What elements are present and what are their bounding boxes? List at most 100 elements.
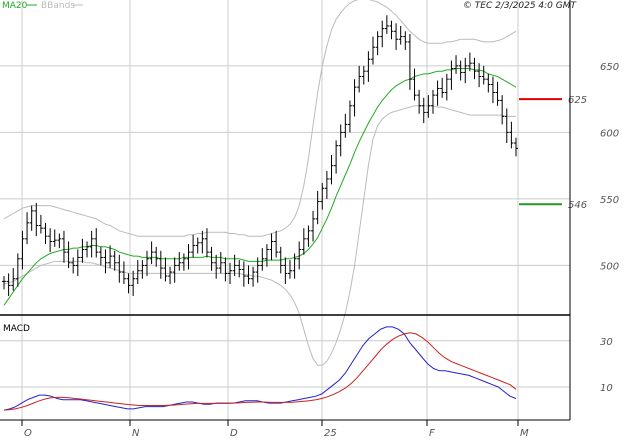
ohlc-bar: [430, 89, 435, 114]
price-levels: 625 546: [519, 95, 587, 211]
ohlc-bar: [449, 60, 454, 90]
ohlc-bar: [158, 250, 163, 279]
ohlc-bar: [375, 31, 380, 56]
ohlc-bar: [2, 276, 6, 290]
ohlc-bar: [168, 266, 173, 285]
ohlc-bar: [108, 245, 113, 269]
macd-tick-label: 30: [600, 337, 613, 348]
bbands-lower-line: [3, 105, 516, 366]
ohlc-bar: [209, 246, 214, 271]
ohlc-bar: [251, 266, 256, 287]
ohlc-bar: [458, 60, 463, 81]
ohlc-bar: [52, 229, 57, 247]
ohlc-bar: [154, 246, 159, 267]
ohlc-bar: [112, 250, 117, 271]
ohlc-bar: [394, 23, 399, 50]
price-tick-label: 650: [600, 62, 619, 73]
ohlc-bar: [57, 233, 62, 249]
ohlc-bar: [195, 237, 200, 254]
ohlc-bar: [66, 241, 71, 269]
ohlc-bar: [366, 51, 371, 82]
ohlc-bar: [371, 36, 376, 65]
ohlc-bar: [417, 89, 422, 114]
ohlc-bar: [29, 205, 34, 231]
macd-y-axis: 30 10: [600, 337, 613, 394]
x-tick-label: F: [429, 428, 435, 439]
ohlc-bar: [444, 73, 449, 101]
ohlc-bar: [34, 202, 39, 237]
ohlc-bar: [117, 254, 122, 283]
ohlc-bar: [486, 73, 491, 93]
ohlc-bar: [121, 261, 126, 285]
macd-signal-line: [3, 332, 517, 411]
ohlc-bar: [191, 234, 196, 258]
ohlc-bar: [85, 241, 90, 258]
ohlc-bar: [509, 121, 514, 149]
ohlc-bar: [89, 230, 94, 258]
ohlc-bar: [347, 100, 352, 133]
ohlc-bar: [237, 260, 242, 278]
ohlc-bar: [140, 260, 145, 279]
ohlc-bar: [324, 170, 329, 199]
ohlc-bar: [25, 212, 30, 245]
ohlc-bar: [103, 249, 108, 274]
ohlc-bar: [403, 31, 408, 50]
price-gridlines: [0, 0, 570, 420]
ohlc-bar: [11, 268, 16, 291]
ohlc-bar: [98, 246, 103, 266]
price-y-axis: 650 600 550 500: [600, 62, 619, 273]
ohlc-bar: [306, 225, 311, 247]
ohlc-bar: [352, 79, 357, 117]
ohlc-bar: [172, 257, 177, 283]
ohlc-bar: [177, 252, 182, 271]
ohlc-bar: [334, 140, 339, 174]
level-label: 546: [568, 200, 587, 211]
ohlc-bar: [454, 55, 459, 74]
ohlc-bar: [357, 65, 362, 93]
ohlc-bar: [283, 257, 288, 285]
ohlc-bar: [223, 257, 228, 282]
ohlc-bar: [6, 273, 11, 297]
ohlc-bar: [204, 228, 209, 258]
ohlc-bar: [163, 257, 168, 282]
ohlc-bar: [149, 241, 154, 265]
macd-tick-label: 10: [600, 383, 613, 394]
ohlc-bar: [255, 257, 260, 283]
price-tick-label: 500: [600, 261, 619, 272]
ohlc-bar: [38, 214, 43, 234]
ohlc-bar: [126, 273, 131, 294]
ohlc-bar: [260, 248, 265, 271]
ohlc-bar: [490, 76, 495, 104]
x-tick-label: N: [132, 428, 140, 439]
x-tick-label: O: [24, 428, 32, 439]
ohlc-bar: [80, 238, 85, 263]
macd-panel-label: MACD: [3, 324, 30, 334]
ohlc-bar: [435, 80, 440, 106]
ohlc-bar: [232, 254, 237, 277]
ohlc-bar: [407, 33, 412, 90]
ohlc-bar: [514, 137, 518, 157]
ohlc-bar: [48, 228, 53, 253]
ohlc-bar: [329, 155, 334, 185]
ohlc-bar: [131, 270, 136, 297]
ohlc-bar: [477, 63, 482, 88]
ohlc-bar: [495, 81, 500, 106]
ohlc-bar: [320, 182, 325, 210]
ohlc-bar: [278, 246, 283, 274]
ohlc-bar: [181, 253, 186, 271]
ohlc-bar: [61, 230, 66, 263]
x-tick-label: M: [520, 428, 529, 439]
ohlc-bar: [440, 77, 445, 98]
time-x-axis: O N D 25 F M: [21, 420, 529, 439]
ohlc-bar: [241, 261, 246, 287]
macd-line: [3, 326, 517, 411]
ohlc-bar: [472, 57, 477, 80]
level-label: 625: [568, 95, 587, 106]
ohlc-bar: [228, 262, 233, 285]
ohlc-bars: [2, 15, 518, 297]
ohlc-bar: [412, 68, 417, 101]
ohlc-bar: [311, 210, 316, 242]
legend-ma20-label: MA20: [2, 1, 28, 11]
ohlc-bar: [421, 97, 426, 124]
